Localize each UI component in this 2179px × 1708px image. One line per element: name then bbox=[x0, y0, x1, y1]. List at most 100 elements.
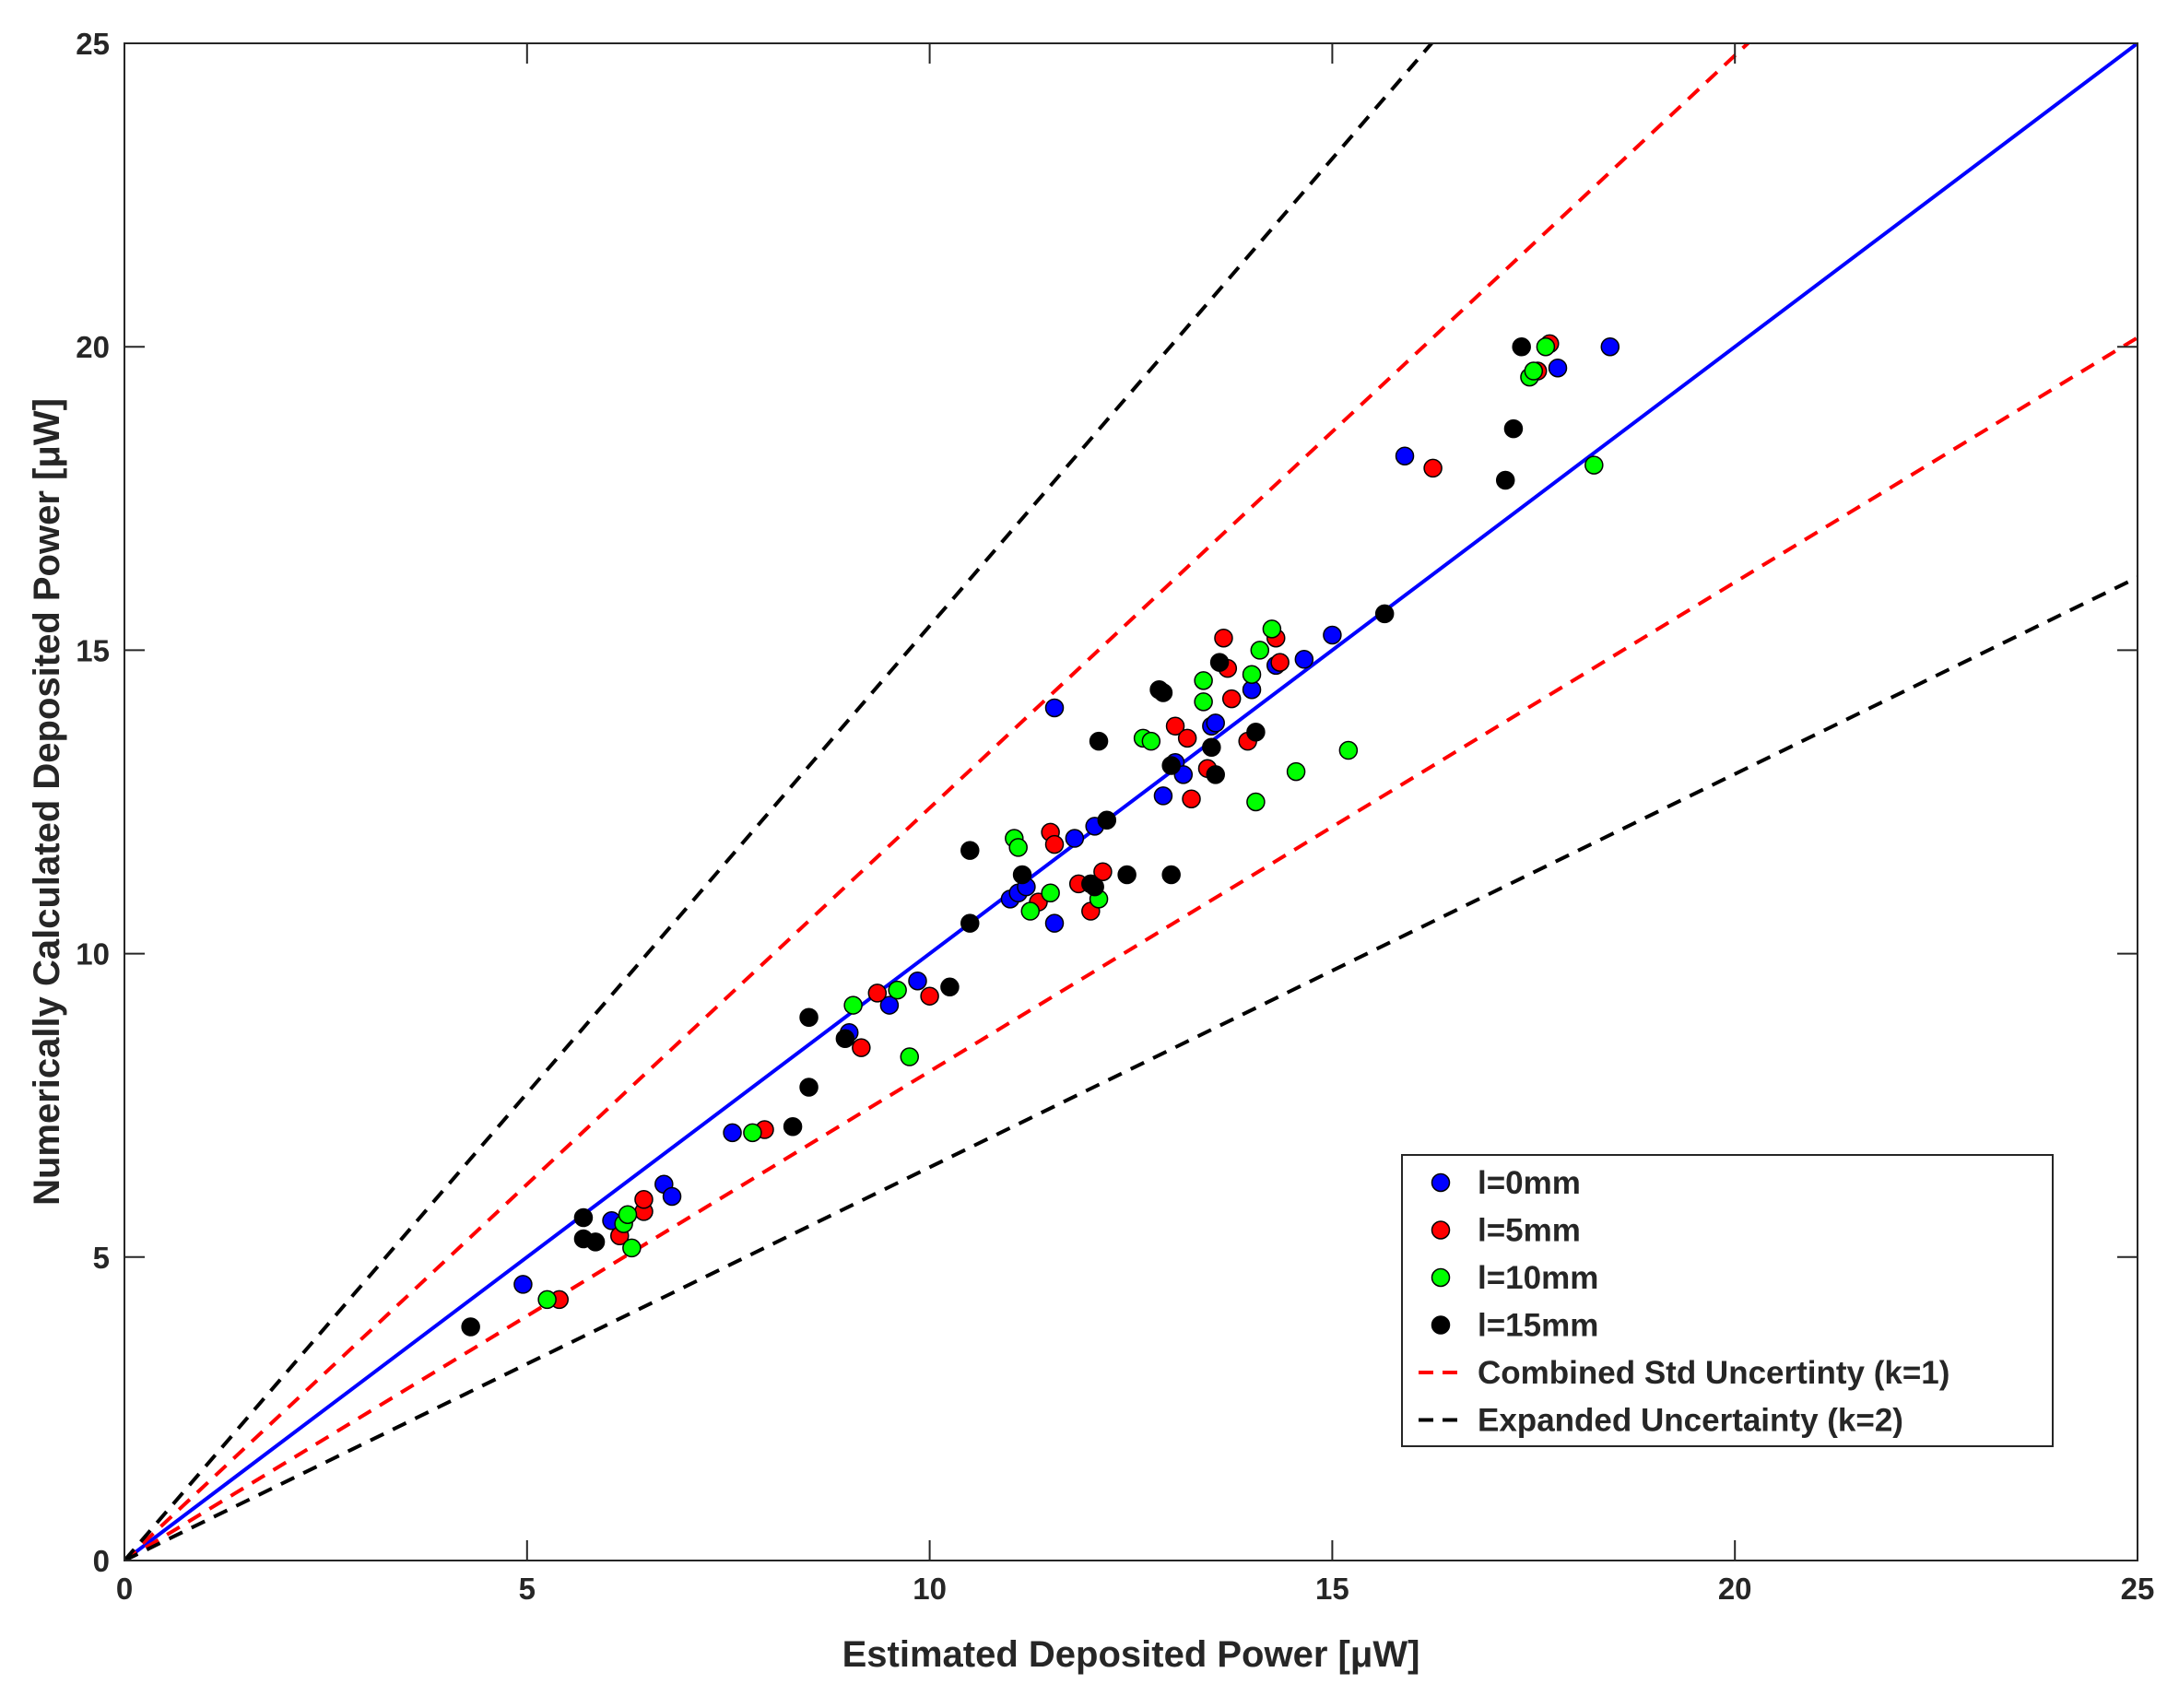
point-l=5mm-14 bbox=[1165, 716, 1185, 736]
point-l=0mm-12 bbox=[1065, 829, 1085, 848]
y-tick-label: 25 bbox=[76, 27, 110, 61]
point-l=5mm-7 bbox=[920, 986, 939, 1006]
point-l=0mm-25 bbox=[1548, 358, 1568, 378]
point-l=15mm-10 bbox=[960, 913, 980, 933]
legend-marker-l=5mm bbox=[1431, 1220, 1451, 1240]
point-l=15mm-27 bbox=[1503, 418, 1524, 439]
point-l=10mm-22 bbox=[1338, 740, 1359, 760]
point-l=10mm-25 bbox=[1536, 336, 1556, 357]
point-l=10mm-3 bbox=[622, 1238, 642, 1258]
point-l=15mm-8 bbox=[940, 977, 960, 997]
point-l=15mm-6 bbox=[783, 1116, 803, 1137]
legend-label: Combined Std Uncertinty (k=1) bbox=[1478, 1355, 1949, 1391]
legend-marker-l=0mm bbox=[1431, 1172, 1451, 1193]
point-l=10mm-2 bbox=[618, 1205, 638, 1224]
point-l=10mm-18 bbox=[1246, 792, 1266, 812]
point-l=10mm-5 bbox=[843, 995, 863, 1015]
point-l=5mm-23 bbox=[1270, 653, 1290, 672]
point-l=10mm-0 bbox=[537, 1290, 557, 1310]
point-l=10mm-21 bbox=[1286, 761, 1306, 782]
y-tick-label: 5 bbox=[93, 1241, 110, 1275]
point-l=0mm-19 bbox=[1206, 713, 1225, 733]
reference-line-1 bbox=[124, 43, 1751, 1561]
point-l=15mm-1 bbox=[573, 1207, 594, 1228]
legend: l=0mm l=5mm l=10mm l=15mm Combined Std Uncer… bbox=[1401, 1154, 2054, 1447]
point-l=10mm-9 bbox=[1008, 838, 1028, 857]
point-l=0mm-26 bbox=[1600, 336, 1620, 357]
point-l=5mm-13 bbox=[1093, 862, 1113, 881]
point-l=10mm-19 bbox=[1250, 641, 1270, 660]
point-l=0mm-23 bbox=[1323, 625, 1342, 645]
x-axis-label: Estimated Deposited Power [μW] bbox=[842, 1634, 1420, 1675]
legend-label: l=0mm bbox=[1478, 1165, 1581, 1201]
point-l=10mm-6 bbox=[888, 980, 907, 1000]
point-l=15mm-0 bbox=[461, 1317, 480, 1337]
legend-label: l=5mm bbox=[1478, 1213, 1581, 1249]
point-l=10mm-15 bbox=[1194, 671, 1213, 690]
x-tick-label: 25 bbox=[2121, 1572, 2155, 1606]
point-l=5mm-18 bbox=[1214, 628, 1233, 648]
point-l=5mm-20 bbox=[1221, 689, 1242, 709]
point-l=15mm-24 bbox=[1246, 723, 1266, 742]
point-l=10mm-20 bbox=[1262, 619, 1282, 639]
legend-label: Expanded Uncertainty (k=2) bbox=[1478, 1403, 1903, 1439]
y-tick-label: 15 bbox=[76, 633, 110, 667]
point-l=10mm-10 bbox=[1020, 901, 1041, 921]
point-l=0mm-22 bbox=[1294, 650, 1314, 669]
point-l=0mm-7 bbox=[908, 971, 927, 991]
point-l=10mm-14 bbox=[1141, 731, 1161, 751]
point-l=10mm-26 bbox=[1584, 455, 1604, 475]
x-tick-label: 5 bbox=[519, 1572, 536, 1606]
axes bbox=[124, 42, 2138, 1561]
point-l=15mm-7 bbox=[835, 1029, 855, 1049]
point-l=15mm-4 bbox=[799, 1007, 819, 1027]
y-tick-label: 0 bbox=[93, 1544, 110, 1578]
point-l=15mm-9 bbox=[960, 841, 980, 860]
point-l=15mm-18 bbox=[1153, 683, 1173, 702]
point-l=0mm-3 bbox=[662, 1186, 682, 1207]
point-l=0mm-6 bbox=[879, 995, 900, 1015]
point-l=15mm-13 bbox=[1085, 877, 1104, 897]
point-l=15mm-15 bbox=[1097, 810, 1117, 830]
reference-line-2 bbox=[124, 336, 2138, 1561]
point-l=5mm-15 bbox=[1177, 728, 1197, 748]
point-l=5mm-10 bbox=[1044, 834, 1065, 854]
x-tick-label: 0 bbox=[116, 1572, 133, 1606]
point-l=15mm-16 bbox=[1117, 865, 1137, 885]
point-l=5mm-16 bbox=[1182, 789, 1201, 808]
reference-line-4 bbox=[124, 575, 2138, 1561]
point-l=15mm-26 bbox=[1495, 470, 1515, 490]
point-l=0mm-24 bbox=[1395, 446, 1415, 465]
point-l=5mm-5 bbox=[852, 1038, 871, 1057]
point-l=10mm-24 bbox=[1524, 361, 1544, 381]
point-l=10mm-4 bbox=[743, 1123, 762, 1143]
point-l=5mm-6 bbox=[867, 984, 888, 1003]
point-l=15mm-14 bbox=[1089, 731, 1109, 751]
y-tick-label: 20 bbox=[76, 330, 110, 364]
x-tick-label: 20 bbox=[1718, 1572, 1752, 1606]
axes-box bbox=[124, 42, 2138, 1561]
reference-line-0 bbox=[124, 43, 2138, 1561]
x-tick-label: 10 bbox=[913, 1572, 947, 1606]
point-l=0mm-0 bbox=[513, 1275, 533, 1294]
point-l=15mm-21 bbox=[1202, 737, 1221, 757]
y-tick-label: 10 bbox=[76, 937, 110, 972]
legend-marker-l=15mm bbox=[1431, 1315, 1451, 1335]
point-l=15mm-11 bbox=[1012, 865, 1032, 885]
legend-marker-l=10mm bbox=[1431, 1267, 1451, 1288]
y-axis-label: Numerically Calculated Deposited Power [… bbox=[27, 398, 67, 1206]
point-l=0mm-11 bbox=[1044, 913, 1065, 933]
point-l=15mm-3 bbox=[585, 1232, 606, 1252]
point-l=5mm-3 bbox=[634, 1190, 654, 1209]
point-l=10mm-16 bbox=[1194, 692, 1213, 712]
point-l=15mm-25 bbox=[1374, 604, 1395, 624]
data-points bbox=[461, 334, 1620, 1337]
point-l=15mm-5 bbox=[799, 1078, 819, 1097]
point-l=5mm-24 bbox=[1423, 458, 1443, 478]
point-l=0mm-4 bbox=[723, 1123, 742, 1143]
legend-box bbox=[1401, 1154, 2054, 1447]
point-l=10mm-17 bbox=[1242, 665, 1262, 684]
legend-label: l=10mm bbox=[1478, 1260, 1598, 1296]
